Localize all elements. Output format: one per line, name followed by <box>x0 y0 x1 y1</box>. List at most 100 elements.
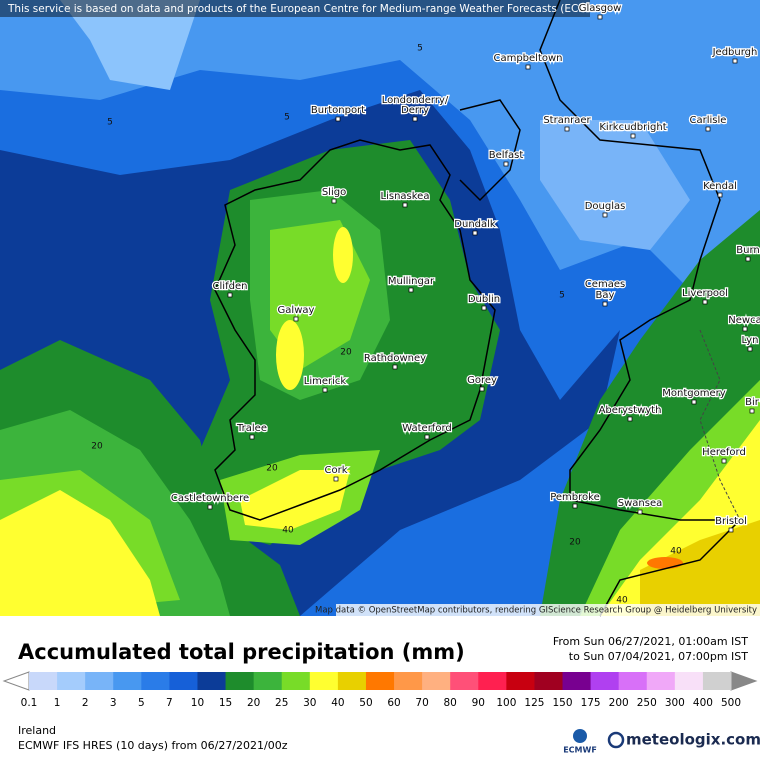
meteologix-icon <box>607 731 625 749</box>
legend-swatch <box>281 672 311 690</box>
city-dot <box>637 509 643 515</box>
legend-swatch <box>169 672 198 690</box>
legend-label: 10 <box>191 697 204 709</box>
legend-swatch <box>141 672 170 690</box>
city-dot <box>702 299 708 305</box>
legend-label: 300 <box>665 697 685 709</box>
contour-label: 5 <box>284 113 290 123</box>
period-to: to Sun 07/04/2021, 07:00pm IST <box>569 650 748 663</box>
city-label: Douglas <box>585 201 626 212</box>
contour-label: 40 <box>282 526 294 536</box>
city-label: Dundalk <box>454 219 496 230</box>
legend-swatch <box>422 672 451 690</box>
legend-swatch <box>309 672 339 690</box>
legend-swatch <box>506 672 535 690</box>
contour-label: 5 <box>417 44 423 54</box>
city-label: Burtonport <box>311 105 365 116</box>
city-label: Liverpool <box>682 288 728 299</box>
title: Accumulated total precipitation (mm) <box>18 640 465 664</box>
city-label: Cemaes <box>585 279 625 290</box>
legend-swatch <box>618 672 648 690</box>
legend-label: 200 <box>609 697 629 709</box>
legend-label: 100 <box>496 697 516 709</box>
city-dot <box>293 316 299 322</box>
legend-swatch <box>57 672 86 690</box>
legend-label: 3 <box>110 697 117 709</box>
legend-swatch <box>450 672 479 690</box>
city-label: Kendal <box>703 181 737 192</box>
legend-label: 2 <box>82 697 89 709</box>
city-dot <box>322 387 328 393</box>
city-label: Lyn <box>742 335 759 346</box>
legend-label: 500 <box>721 697 741 709</box>
city-label: Carlisle <box>690 115 727 126</box>
legend-label: 150 <box>552 697 572 709</box>
legend-label: 70 <box>415 697 428 709</box>
meteologix-logo: meteologix.com <box>626 731 760 749</box>
city-dot <box>503 161 509 167</box>
city-label: Bay <box>596 290 615 301</box>
legend-swatch <box>29 672 58 690</box>
city-dot <box>597 14 603 20</box>
city-dot <box>630 133 636 139</box>
legend-label: 5 <box>138 697 145 709</box>
city-label: Belfast <box>489 150 524 161</box>
notice-bar <box>0 0 590 17</box>
city-dot <box>412 116 418 122</box>
contour-label: 5 <box>559 291 565 301</box>
legend-label: 125 <box>524 697 544 709</box>
legend-swatch <box>534 672 564 690</box>
city-label: Galway <box>278 305 315 316</box>
region: Ireland <box>18 724 56 737</box>
city-dot <box>331 198 337 204</box>
ecmwf-logo: ECMWF <box>563 746 597 755</box>
legend-swatch <box>562 672 592 690</box>
legend-label: 25 <box>275 697 288 709</box>
notice: This service is based on data and produc… <box>7 3 608 15</box>
city-dot <box>749 408 755 414</box>
city-dot <box>472 230 478 236</box>
legend-label: 60 <box>387 697 400 709</box>
legend-label: 175 <box>581 697 601 709</box>
contour-label: 5 <box>107 118 113 128</box>
contour-label: 20 <box>340 348 352 358</box>
city-dot <box>481 305 487 311</box>
city-label: Lisnaskea <box>381 191 430 202</box>
city-dot <box>742 326 748 332</box>
city-dot <box>412 106 418 112</box>
city-dot <box>333 476 339 482</box>
city-dot <box>525 64 531 70</box>
city-label: Londonderry/ <box>382 95 449 106</box>
legend-swatch <box>646 672 676 690</box>
legend-label: 80 <box>444 697 457 709</box>
map: This service is based on data and produc… <box>0 0 760 617</box>
city-dot <box>392 364 398 370</box>
legend-label: 15 <box>219 697 232 709</box>
city-dot <box>691 399 697 405</box>
legend-label: 50 <box>359 697 372 709</box>
legend-swatch <box>113 672 142 690</box>
city-dot <box>732 58 738 64</box>
city-label: Limerick <box>304 376 347 387</box>
city-dot <box>479 386 485 392</box>
city-label: Jedburgh <box>712 47 758 58</box>
city-label: Stranraer <box>543 115 591 126</box>
contour-label: 20 <box>266 464 278 474</box>
city-dot <box>207 504 213 510</box>
city-label: Clifden <box>213 281 248 292</box>
legend-swatch <box>590 672 620 690</box>
city-label: Pembroke <box>550 492 600 503</box>
contour-label: 20 <box>569 538 581 548</box>
city-label: Aberystwyth <box>599 405 662 416</box>
legend-swatch <box>674 672 704 690</box>
contour-label: 20 <box>91 442 103 452</box>
legend-swatch <box>478 672 507 690</box>
legend-label: 7 <box>166 697 173 709</box>
legend-label: 20 <box>247 697 260 709</box>
legend-label: 30 <box>303 697 316 709</box>
city-label: Campbeltown <box>493 53 562 64</box>
city-label: Dublin <box>468 294 500 305</box>
legend-swatch <box>85 672 114 690</box>
legend-swatch <box>197 672 227 690</box>
